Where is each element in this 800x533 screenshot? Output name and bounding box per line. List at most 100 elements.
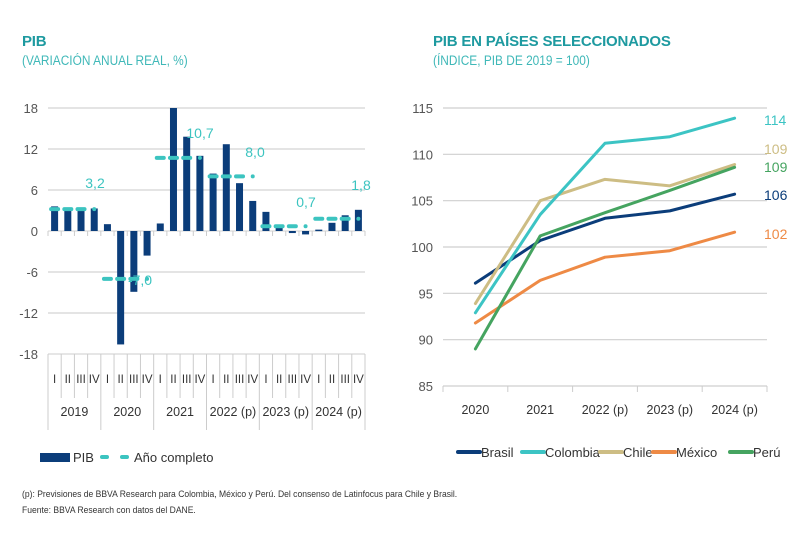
annual-value-label: 0,7 [296,194,316,210]
legend-label: México [676,445,717,460]
quarter-label: III [129,374,139,386]
y-tick-label: 85 [419,379,433,394]
y-tick-label: 0 [31,224,38,239]
quarter-label: III [288,374,298,386]
end-label-colombia: 114 [764,112,787,128]
annual-dash [339,216,351,221]
bar-pib [196,155,204,231]
annual-dash [313,216,325,221]
annual-dash [101,276,113,281]
annual-value-label: 10,7 [186,125,213,141]
quarter-label: II [170,374,176,386]
legend-swatch-pib [40,453,70,462]
x-tick-label: 2022 (p) [582,403,629,417]
quarter-label: IV [142,374,153,386]
annual-dash [128,276,140,281]
legend-label: Perú [753,445,780,460]
bar-pib [183,136,191,231]
legend-label-pib: PIB [73,450,94,465]
line-chile [473,163,737,306]
line-colombia [473,116,737,315]
bar-pib [169,108,177,231]
annual-dash [154,155,166,160]
year-label: 2021 [166,405,194,419]
legend-label: Colombia [545,445,601,460]
year-label: 2020 [113,405,141,419]
end-label-méxico: 102 [764,226,788,242]
right-chart-subtitle: (ÍNDICE, PIB DE 2019 = 100) [433,53,590,68]
y-tick-label: 105 [411,194,433,209]
bar-pib [341,215,349,231]
legend-label-annual: Año completo [134,450,214,465]
bar-pib [90,208,98,231]
annual-dot [145,276,150,281]
quarter-label: I [317,374,320,386]
bar-pib [117,231,125,345]
annual-dash [115,276,127,281]
line-brasil [473,192,737,285]
bar-pib [262,211,270,231]
annual-dot [197,155,202,160]
end-label-chile: 109 [764,141,788,157]
annual-dash [181,155,193,160]
quarter-label: II [223,374,229,386]
annual-dash [167,155,179,160]
y-tick-label: 100 [411,240,433,255]
x-tick-label: 2021 [526,403,554,417]
y-tick-label: -12 [19,306,38,321]
quarter-label: IV [353,374,364,386]
year-label: 2023 (p) [262,405,309,419]
year-label: 2022 (p) [210,405,257,419]
right-chart-title: PIB EN PAÍSES SELECCIONADOS [433,33,671,50]
legend-swatch-annual [120,455,129,459]
bar-pib [236,183,244,231]
annual-dash [207,174,219,179]
footnote-projections: (p): Previsiones de BBVA Research para C… [22,489,458,500]
annual-dash [49,207,61,212]
y-tick-label: 18 [24,101,38,116]
annual-dot [356,216,361,221]
bar-pib [77,210,85,231]
end-label-brasil: 106 [764,187,788,203]
quarter-label: III [340,374,350,386]
annual-value-label: 1,8 [351,177,371,193]
left-chart-title: PIB [22,33,47,50]
annual-dot [303,224,308,229]
y-tick-label: 115 [412,101,433,116]
y-tick-label: 110 [412,147,433,162]
annual-dash [273,224,285,229]
y-tick-label: -6 [26,265,38,280]
quarter-label: II [276,374,282,386]
bar-pib [156,223,164,231]
annual-dash [62,207,74,212]
annual-dot [92,207,97,212]
bar-pib [64,210,72,231]
quarter-label: III [182,374,192,386]
line-perú [473,165,737,351]
annual-dash [75,207,87,212]
year-label: 2024 (p) [315,405,362,419]
bar-pib [328,222,336,231]
x-tick-label: 2020 [461,403,489,417]
annual-dash [286,224,298,229]
bar-pib [288,231,296,234]
annual-value-label: 3,2 [85,175,105,191]
bar-pib [143,231,151,256]
bar-pib [209,173,217,231]
quarter-label: I [264,374,267,386]
end-label-perú: 109 [764,159,788,175]
x-tick-label: 2023 (p) [647,403,694,417]
y-tick-label: -18 [19,347,38,362]
quarter-label: I [106,374,109,386]
y-tick-label: 90 [419,333,433,348]
quarter-label: III [235,374,245,386]
y-tick-label: 6 [31,183,38,198]
annual-value-label: -7,0 [128,272,152,288]
bar-pib [315,229,323,232]
quarter-label: IV [247,374,258,386]
legend-swatch-annual [100,455,109,459]
quarter-label: IV [89,374,100,386]
bar-pib [103,224,111,231]
